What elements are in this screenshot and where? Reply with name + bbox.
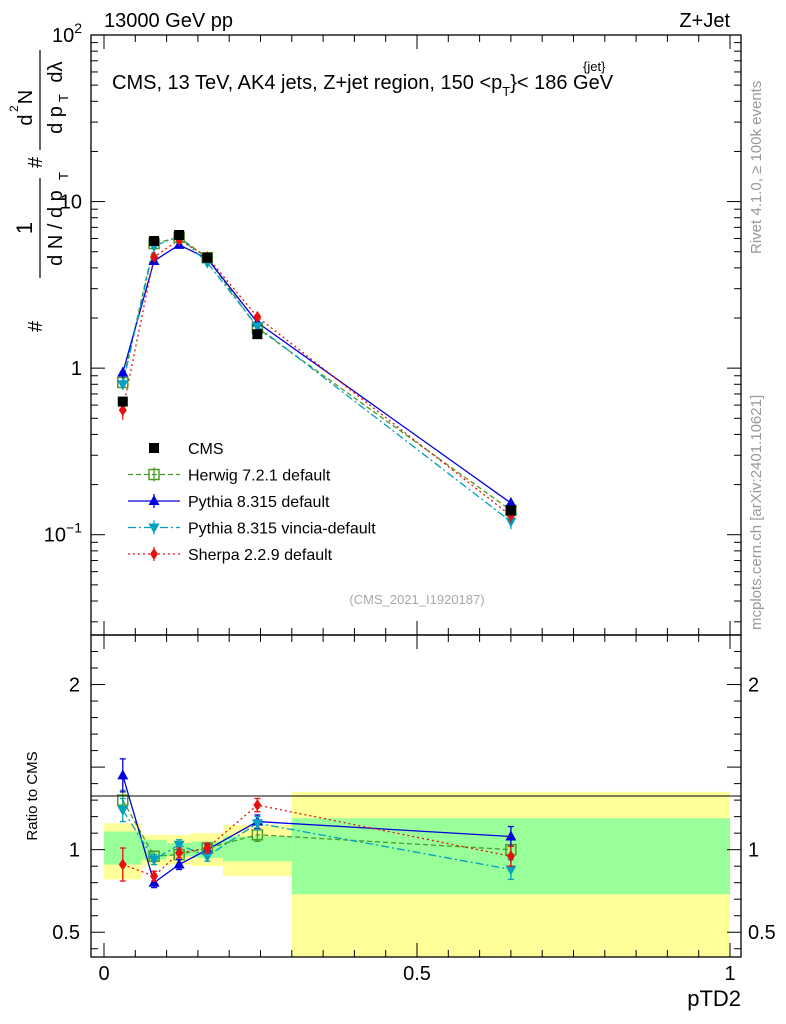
main-point — [253, 310, 262, 323]
header-left: 13000 GeV pp — [104, 10, 233, 32]
svg-text:T: T — [56, 94, 71, 102]
svg-text:d: d — [15, 114, 37, 125]
svg-text:#: # — [25, 320, 47, 332]
ratio-tick-label-left: 0.5 — [52, 922, 80, 944]
ratio-point — [505, 830, 517, 841]
plot-title-sub: T — [502, 84, 510, 99]
y-tick-label-exponent: −1 — [66, 520, 82, 536]
ylabel-sup2: 2 — [7, 105, 21, 112]
plot-title-end: }< 186 GeV — [510, 72, 614, 94]
plot-title: CMS, 13 TeV, AK4 jets, Z+jet region, 150… — [112, 72, 614, 99]
ratio-point — [505, 865, 517, 876]
ylabel-num: 1 — [12, 222, 37, 234]
ratio-series-markers — [117, 758, 517, 889]
x-tick-label: 0 — [98, 963, 109, 985]
ylabel-num2b: N — [15, 90, 37, 104]
ratio-tick-label-right: 2 — [748, 675, 759, 697]
y-tick-label-base: 10 — [44, 525, 66, 547]
legend: CMS Herwig 7.2.1 default Pythia 8.315 defa… — [128, 441, 376, 564]
ratio-point — [203, 842, 212, 855]
main-point — [202, 252, 213, 263]
analysis-tag: (CMS_2021_I1920187) — [349, 592, 484, 607]
main-line-Pythia 8.315 default — [122, 244, 512, 504]
ylabel-den2b: dλ — [45, 61, 67, 82]
main-panel-frame — [90, 34, 742, 636]
ratio-point — [506, 850, 515, 863]
svg-text:#: # — [25, 156, 47, 168]
ratio-tick-label-right: 1 — [748, 840, 759, 862]
y-tick-label-base: 10 — [52, 25, 74, 47]
y-tick-label: 10−1 — [44, 520, 82, 547]
y-tick-label-base: 1 — [71, 358, 82, 380]
legend-label: Herwig 7.2.1 default — [188, 468, 331, 485]
ratio-point — [118, 858, 127, 871]
uncertainty-bands — [104, 791, 730, 957]
svg-text:T: T — [56, 172, 71, 180]
main-point — [117, 380, 129, 391]
legend-marker — [148, 523, 160, 534]
main-point — [174, 229, 185, 240]
ratio-point — [117, 806, 129, 817]
side-text-bottom: mcplots.cern.ch [arXiv:2401.10621] — [748, 395, 765, 630]
legend-label: CMS — [188, 441, 224, 458]
main-point — [150, 250, 159, 263]
legend-label: Pythia 8.315 default — [188, 494, 330, 511]
ratio-line-Pythia 8.315 default — [122, 775, 511, 884]
side-text-top: Rivet 4.1.0, ≥ 100k events — [748, 81, 765, 254]
main-line-Herwig 7.2.1 default — [122, 236, 512, 511]
x-tick-label: 0.5 — [403, 963, 431, 985]
legend-marker — [148, 468, 160, 481]
main-point — [118, 404, 127, 417]
x-axis-label: pTD2 — [687, 986, 741, 1011]
main-line-Sherpa 2.2.9 default — [122, 238, 512, 517]
main-point — [251, 322, 263, 333]
ratio-point — [150, 870, 159, 883]
y-tick-label: 1 — [71, 358, 82, 380]
ratio-tick-label-left: 1 — [69, 840, 80, 862]
y-tick-label: 10 — [60, 192, 82, 214]
legend-label: Sherpa 2.2.9 default — [188, 547, 333, 564]
main-point — [117, 396, 128, 407]
ratio-line-Sherpa 2.2.9 default — [122, 804, 512, 877]
ratio-point — [148, 855, 160, 866]
plot-title-sup: {jet} — [583, 59, 606, 74]
main-point — [252, 329, 263, 340]
y-tick-label-exponent: 2 — [74, 20, 82, 36]
ratio-tick-label-left: 2 — [69, 675, 80, 697]
legend-marker — [149, 443, 159, 453]
ratio-point — [175, 846, 184, 859]
ratio-point — [173, 840, 185, 851]
y-tick-label: 102 — [52, 20, 82, 47]
ylabel-num2: d — [15, 114, 37, 125]
ratio-tick-label-right: 0.5 — [748, 922, 776, 944]
legend-marker — [150, 548, 158, 560]
main-series-markers — [117, 229, 517, 530]
y-tick-label-base: 10 — [60, 192, 82, 214]
ratio-point — [117, 769, 129, 780]
main-line-Pythia 8.315 vincia-default — [122, 235, 512, 523]
ylabel-den2: d p — [45, 106, 67, 134]
ratio-point — [201, 852, 213, 863]
ratio-point — [251, 819, 263, 830]
main-point — [505, 505, 516, 516]
main-point — [149, 235, 160, 246]
ratio-y-axis-label: Ratio to CMS — [24, 751, 41, 840]
y-axis-label: # 1 d N / d p T # d 2 N d p T dλ — [7, 50, 71, 332]
ylabel-den: d N / d p — [45, 190, 67, 266]
header-right: Z+Jet — [679, 10, 730, 32]
ratio-line-Herwig 7.2.1 default — [122, 799, 511, 857]
main-point — [117, 366, 129, 377]
main-series-lines — [122, 235, 512, 523]
ratio-point — [173, 858, 185, 869]
ratio-point — [253, 799, 262, 812]
legend-marker — [148, 495, 160, 505]
legend-label: Pythia 8.315 vincia-default — [188, 521, 376, 538]
main-point — [505, 497, 517, 508]
x-tick-label: 1 — [724, 963, 735, 985]
plot-title-main: CMS, 13 TeV, AK4 jets, Z+jet region, 150… — [112, 72, 502, 94]
